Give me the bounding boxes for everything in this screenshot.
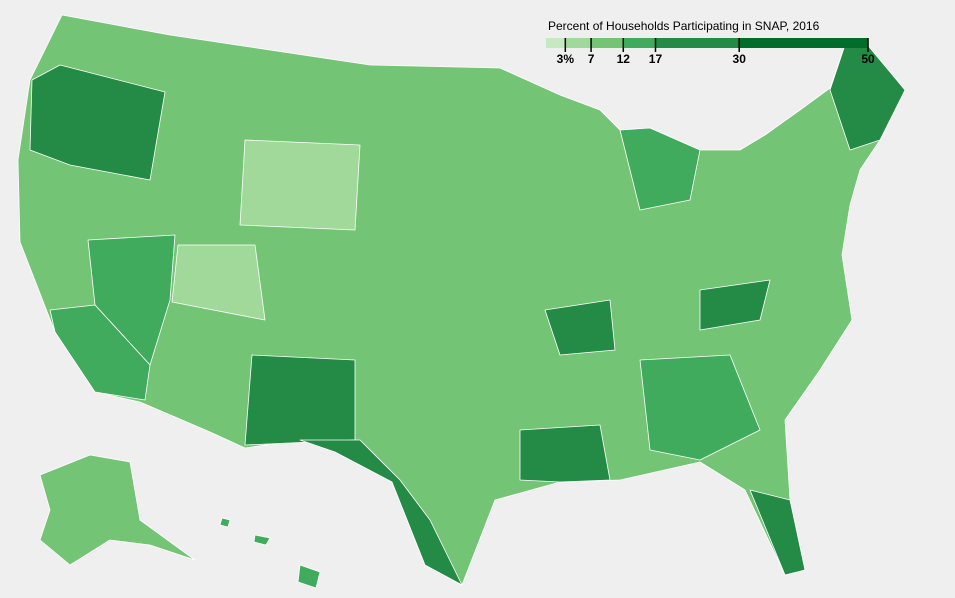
legend-swatch bbox=[623, 38, 656, 48]
legend-tick-label: 50 bbox=[861, 52, 875, 66]
legend-title: Percent of Households Participating in S… bbox=[548, 19, 820, 33]
legend-swatch bbox=[739, 38, 868, 48]
alaska bbox=[39, 454, 196, 566]
legend-tick-label: 12 bbox=[617, 52, 631, 66]
hawaii bbox=[297, 564, 321, 589]
region bbox=[749, 489, 806, 576]
legend-tick-label: 17 bbox=[649, 52, 663, 66]
legend-swatch bbox=[655, 38, 740, 48]
region bbox=[29, 64, 166, 181]
legend-tick-label: 7 bbox=[588, 52, 595, 66]
map-regions bbox=[17, 14, 906, 589]
hawaii bbox=[253, 534, 271, 546]
legend-swatch bbox=[546, 38, 566, 48]
region bbox=[619, 127, 701, 211]
legend: Percent of Households Participating in S… bbox=[546, 19, 875, 66]
region bbox=[639, 354, 761, 461]
region bbox=[171, 244, 266, 321]
region bbox=[699, 279, 771, 331]
region bbox=[244, 354, 356, 446]
hawaii bbox=[219, 517, 231, 528]
region bbox=[49, 304, 151, 401]
legend-swatch bbox=[565, 38, 592, 48]
legend-swatch bbox=[591, 38, 624, 48]
region bbox=[239, 139, 361, 231]
legend-tick-label: 3% bbox=[557, 52, 575, 66]
region bbox=[519, 424, 611, 483]
region bbox=[87, 234, 176, 366]
region bbox=[299, 439, 463, 586]
region bbox=[544, 299, 616, 356]
legend-tick-label: 30 bbox=[733, 52, 747, 66]
